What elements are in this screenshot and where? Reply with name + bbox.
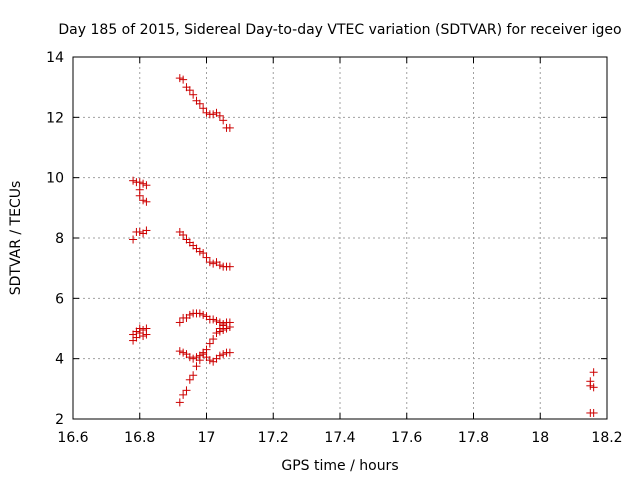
data-point xyxy=(589,383,598,392)
data-point xyxy=(195,351,204,360)
data-point xyxy=(142,197,151,206)
x-tick-label: 17.8 xyxy=(458,430,489,446)
data-point xyxy=(202,253,211,262)
data-point xyxy=(142,181,151,190)
data-point xyxy=(215,351,224,360)
data-points xyxy=(129,74,598,417)
data-point xyxy=(195,247,204,256)
data-point xyxy=(202,108,211,117)
data-point xyxy=(179,230,188,239)
y-tick-label: 6 xyxy=(55,291,64,307)
y-tick-label: 14 xyxy=(46,50,64,66)
data-point xyxy=(142,324,151,333)
data-point xyxy=(132,333,141,342)
data-point xyxy=(189,354,198,363)
x-axis-label: GPS time / hours xyxy=(281,458,398,474)
data-point xyxy=(225,262,234,271)
x-tick-label: 18.2 xyxy=(591,430,622,446)
y-tick-labels: 2 4 6 8 10 12 14 xyxy=(46,50,64,428)
data-point xyxy=(205,339,214,348)
x-tick-label: 17.2 xyxy=(258,430,289,446)
data-point xyxy=(205,356,214,365)
data-point xyxy=(189,90,198,99)
data-point xyxy=(139,326,148,335)
x-tick-labels: 16.6 16.8 17 17.2 17.4 17.6 17.8 18 18.2 xyxy=(57,430,622,446)
data-point xyxy=(199,104,208,113)
data-point xyxy=(179,75,188,84)
data-point xyxy=(195,309,204,318)
y-tick-label: 10 xyxy=(46,171,64,187)
data-point xyxy=(185,86,194,95)
chart-title: Day 185 of 2015, Sidereal Day-to-day VTE… xyxy=(58,22,621,38)
data-point xyxy=(135,178,144,187)
data-point xyxy=(192,353,201,362)
x-tick-label: 16.6 xyxy=(57,430,88,446)
data-point xyxy=(219,350,228,359)
data-point xyxy=(225,123,234,132)
data-point xyxy=(212,329,221,338)
data-point xyxy=(182,386,191,395)
data-point xyxy=(209,110,218,119)
data-point xyxy=(589,408,598,417)
data-point xyxy=(179,348,188,357)
data-point xyxy=(225,322,234,331)
data-point xyxy=(129,176,138,185)
data-point xyxy=(175,74,184,83)
data-point xyxy=(185,310,194,319)
data-point xyxy=(215,261,224,270)
x-tick-label: 17 xyxy=(198,430,216,446)
data-point xyxy=(185,375,194,384)
data-point xyxy=(175,347,184,356)
data-point xyxy=(189,371,198,380)
data-point xyxy=(202,345,211,354)
x-tick-label: 18 xyxy=(531,430,549,446)
data-point xyxy=(195,99,204,108)
data-point xyxy=(135,227,144,236)
data-point xyxy=(142,226,151,235)
data-point xyxy=(185,353,194,362)
data-point xyxy=(175,318,184,327)
data-point xyxy=(209,315,218,324)
data-point xyxy=(219,116,228,125)
data-point xyxy=(205,258,214,267)
data-point xyxy=(209,259,218,268)
x-tick-label: 17.4 xyxy=(324,430,355,446)
data-point xyxy=(135,324,144,333)
data-point xyxy=(589,368,598,377)
data-point xyxy=(129,235,138,244)
y-tick-label: 8 xyxy=(55,231,64,247)
axis-ticks xyxy=(72,56,608,420)
data-point xyxy=(139,196,148,205)
y-tick-label: 2 xyxy=(55,412,64,428)
data-point xyxy=(199,310,208,319)
x-tick-label: 16.8 xyxy=(124,430,155,446)
data-point xyxy=(179,390,188,399)
data-point xyxy=(212,316,221,325)
y-tick-label: 4 xyxy=(55,352,64,368)
data-point xyxy=(139,179,148,188)
x-tick-label: 17.6 xyxy=(391,430,422,446)
data-point xyxy=(192,362,201,371)
data-point xyxy=(175,398,184,407)
data-point xyxy=(215,324,224,333)
data-point xyxy=(199,249,208,258)
data-point xyxy=(135,191,144,200)
grid-lines xyxy=(73,57,607,419)
data-point xyxy=(586,381,595,390)
data-point xyxy=(215,111,224,120)
data-point xyxy=(209,335,218,344)
data-point xyxy=(225,348,234,357)
y-axis-label: SDTVAR / TECUs xyxy=(8,181,24,296)
y-tick-label: 12 xyxy=(46,110,64,126)
